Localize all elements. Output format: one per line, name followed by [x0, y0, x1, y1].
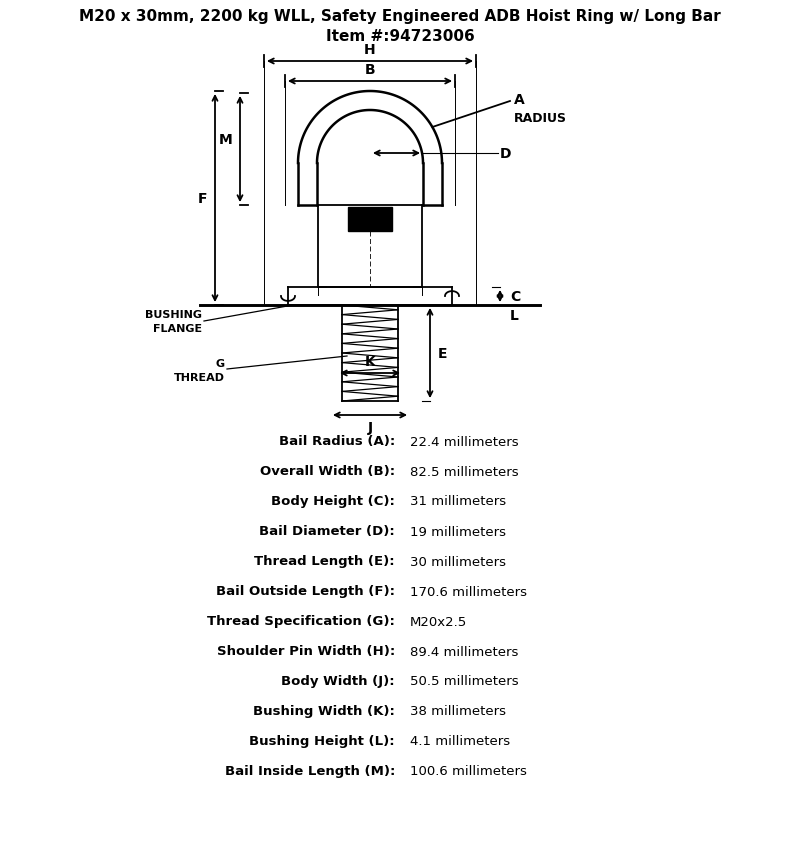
Text: 38 millimeters: 38 millimeters — [410, 704, 506, 718]
Text: 100.6 millimeters: 100.6 millimeters — [410, 765, 527, 777]
Text: Bushing Height (L):: Bushing Height (L): — [250, 734, 395, 747]
Polygon shape — [348, 208, 392, 232]
Text: Body Width (J):: Body Width (J): — [282, 675, 395, 688]
Text: Body Height (C):: Body Height (C): — [271, 495, 395, 508]
Text: Item #:94723006: Item #:94723006 — [326, 28, 474, 43]
Text: M20x2.5: M20x2.5 — [410, 615, 467, 628]
Text: 50.5 millimeters: 50.5 millimeters — [410, 675, 518, 688]
Text: Bail Inside Length (M):: Bail Inside Length (M): — [225, 765, 395, 777]
Text: Thread Specification (G):: Thread Specification (G): — [207, 615, 395, 628]
Text: BUSHING: BUSHING — [145, 310, 202, 319]
Text: Thread Length (E):: Thread Length (E): — [254, 554, 395, 568]
Text: J: J — [367, 420, 373, 435]
Text: Bail Outside Length (F):: Bail Outside Length (F): — [216, 585, 395, 598]
Text: L: L — [510, 308, 519, 323]
Text: 170.6 millimeters: 170.6 millimeters — [410, 585, 527, 598]
Text: Overall Width (B):: Overall Width (B): — [260, 465, 395, 478]
Text: 89.4 millimeters: 89.4 millimeters — [410, 645, 518, 658]
Text: H: H — [364, 43, 376, 57]
Text: M: M — [218, 133, 232, 147]
Text: Bail Radius (A):: Bail Radius (A): — [278, 435, 395, 448]
Text: G: G — [216, 358, 225, 369]
Text: Bail Diameter (D):: Bail Diameter (D): — [259, 525, 395, 538]
Text: F: F — [198, 192, 207, 206]
Text: A: A — [514, 93, 525, 107]
Text: C: C — [510, 289, 520, 304]
Text: D: D — [500, 147, 511, 161]
Text: 4.1 millimeters: 4.1 millimeters — [410, 734, 510, 747]
Text: THREAD: THREAD — [174, 373, 225, 382]
Text: M20 x 30mm, 2200 kg WLL, Safety Engineered ADB Hoist Ring w/ Long Bar: M20 x 30mm, 2200 kg WLL, Safety Engineer… — [79, 9, 721, 23]
Text: FLANGE: FLANGE — [153, 324, 202, 333]
Text: 19 millimeters: 19 millimeters — [410, 525, 506, 538]
Text: E: E — [438, 347, 447, 361]
Text: RADIUS: RADIUS — [514, 111, 567, 124]
Text: B: B — [365, 63, 375, 77]
Text: 30 millimeters: 30 millimeters — [410, 554, 506, 568]
Text: 31 millimeters: 31 millimeters — [410, 495, 506, 508]
Text: K: K — [365, 355, 375, 369]
Text: 82.5 millimeters: 82.5 millimeters — [410, 465, 518, 478]
Text: 22.4 millimeters: 22.4 millimeters — [410, 435, 518, 448]
Text: Bushing Width (K):: Bushing Width (K): — [253, 704, 395, 718]
Text: Shoulder Pin Width (H):: Shoulder Pin Width (H): — [217, 645, 395, 658]
